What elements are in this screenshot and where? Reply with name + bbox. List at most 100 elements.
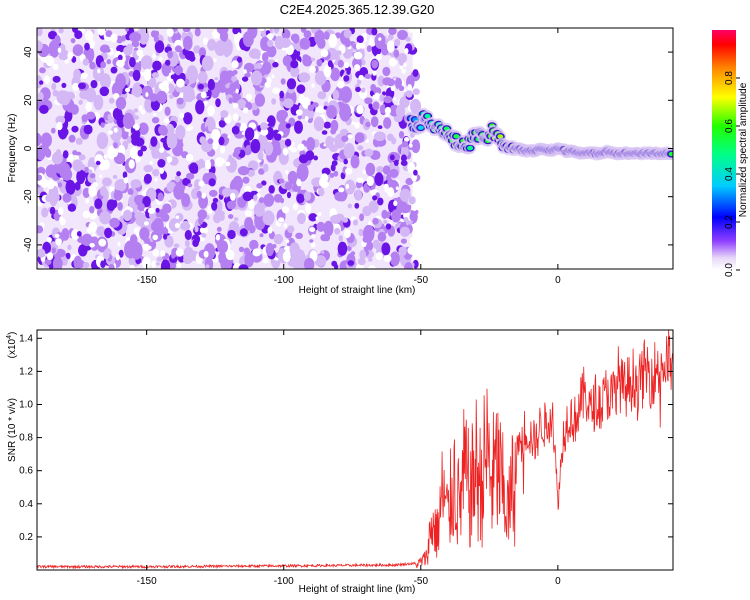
noise-blob	[412, 69, 419, 77]
noise-blob	[274, 146, 282, 156]
noise-blob	[376, 166, 384, 173]
noise-blob	[90, 80, 98, 89]
noise-blob	[284, 181, 293, 191]
noise-blob	[359, 249, 367, 260]
noise-blob	[282, 206, 290, 214]
noise-blob	[169, 94, 174, 99]
noise-blob	[97, 28, 106, 36]
noise-blob	[171, 252, 176, 259]
noise-blob	[161, 213, 170, 222]
noise-blob	[144, 221, 149, 226]
noise-blob	[404, 262, 413, 269]
noise-blob	[408, 196, 416, 205]
noise-blob	[166, 156, 173, 163]
noise-blob	[199, 136, 206, 145]
noise-blob	[285, 123, 291, 129]
noise-blob	[259, 233, 264, 238]
noise-blob	[44, 148, 52, 158]
noise-blob	[333, 170, 339, 177]
noise-blob	[372, 195, 378, 201]
noise-blob	[297, 114, 302, 120]
noise-blob	[131, 40, 140, 48]
noise-blob	[327, 60, 333, 68]
noise-blob	[405, 177, 414, 186]
noise-blob	[129, 118, 135, 127]
noise-blob	[242, 107, 249, 114]
noise-blob	[59, 216, 64, 223]
noise-blob	[113, 127, 118, 133]
noise-blob	[354, 202, 360, 209]
noise-blob	[164, 106, 171, 117]
noise-blob	[58, 53, 64, 60]
noise-blob	[208, 108, 213, 116]
noise-blob	[384, 106, 391, 115]
noise-blob	[57, 47, 62, 53]
noise-blob	[55, 248, 66, 258]
noise-blob	[374, 172, 384, 187]
noise-blob	[111, 146, 119, 158]
noise-blob	[388, 28, 397, 36]
noise-blob	[356, 177, 364, 184]
noise-blob	[319, 177, 326, 187]
noise-blob	[226, 200, 237, 210]
noise-blob	[203, 250, 209, 258]
noise-blob	[143, 68, 152, 82]
noise-blob	[261, 52, 269, 63]
y-tick-label: 0	[23, 145, 34, 151]
chart-title: C2E4.2025.365.12.39.G20	[280, 2, 435, 17]
noise-blob	[231, 60, 239, 69]
noise-blob	[309, 227, 316, 232]
noise-blob	[76, 231, 82, 237]
noise-blob	[41, 207, 49, 218]
noise-blob	[354, 132, 365, 144]
x-tick-label: -50	[414, 576, 429, 587]
noise-blob	[71, 56, 77, 63]
noise-blob	[405, 36, 411, 42]
noise-blob	[222, 187, 233, 197]
noise-blob	[290, 59, 299, 69]
noise-blob	[205, 264, 210, 269]
noise-blob	[207, 39, 217, 51]
noise-blob	[84, 166, 89, 173]
noise-blob	[312, 102, 319, 108]
noise-blob	[374, 92, 381, 100]
noise-blob	[372, 217, 379, 225]
noise-blob	[158, 82, 166, 90]
noise-blob	[343, 29, 352, 39]
noise-blob	[342, 217, 349, 223]
noise-blob	[321, 225, 326, 231]
noise-blob	[375, 53, 382, 61]
noise-blob	[362, 224, 375, 243]
noise-blob	[174, 222, 181, 229]
noise-blob	[79, 90, 89, 100]
noise-blob	[134, 28, 138, 31]
noise-blob	[313, 116, 325, 132]
noise-blob	[373, 131, 386, 142]
noise-blob	[405, 90, 413, 98]
spectrogram-marks	[37, 28, 673, 269]
snr-line	[37, 330, 673, 570]
noise-blob	[129, 31, 142, 43]
noise-blob	[231, 75, 238, 82]
noise-blob	[321, 130, 328, 135]
snr-scale-exponent: 4	[6, 335, 13, 339]
noise-blob	[343, 75, 350, 82]
noise-blob	[145, 92, 149, 98]
noise-blob	[184, 239, 190, 247]
noise-blob	[362, 205, 372, 217]
noise-blob	[267, 33, 274, 40]
noise-blob	[263, 163, 269, 173]
noise-blob	[386, 40, 395, 53]
noise-blob	[353, 219, 358, 226]
noise-blob	[183, 256, 193, 265]
noise-blob	[121, 131, 129, 140]
noise-blob	[129, 57, 136, 68]
noise-blob	[338, 187, 345, 193]
noise-blob	[70, 38, 76, 44]
noise-blob	[248, 199, 255, 210]
noise-blob	[271, 74, 275, 79]
snr-xlabel: Height of straight line (km)	[299, 584, 416, 595]
noise-blob	[309, 66, 316, 73]
noise-blob	[89, 173, 96, 179]
